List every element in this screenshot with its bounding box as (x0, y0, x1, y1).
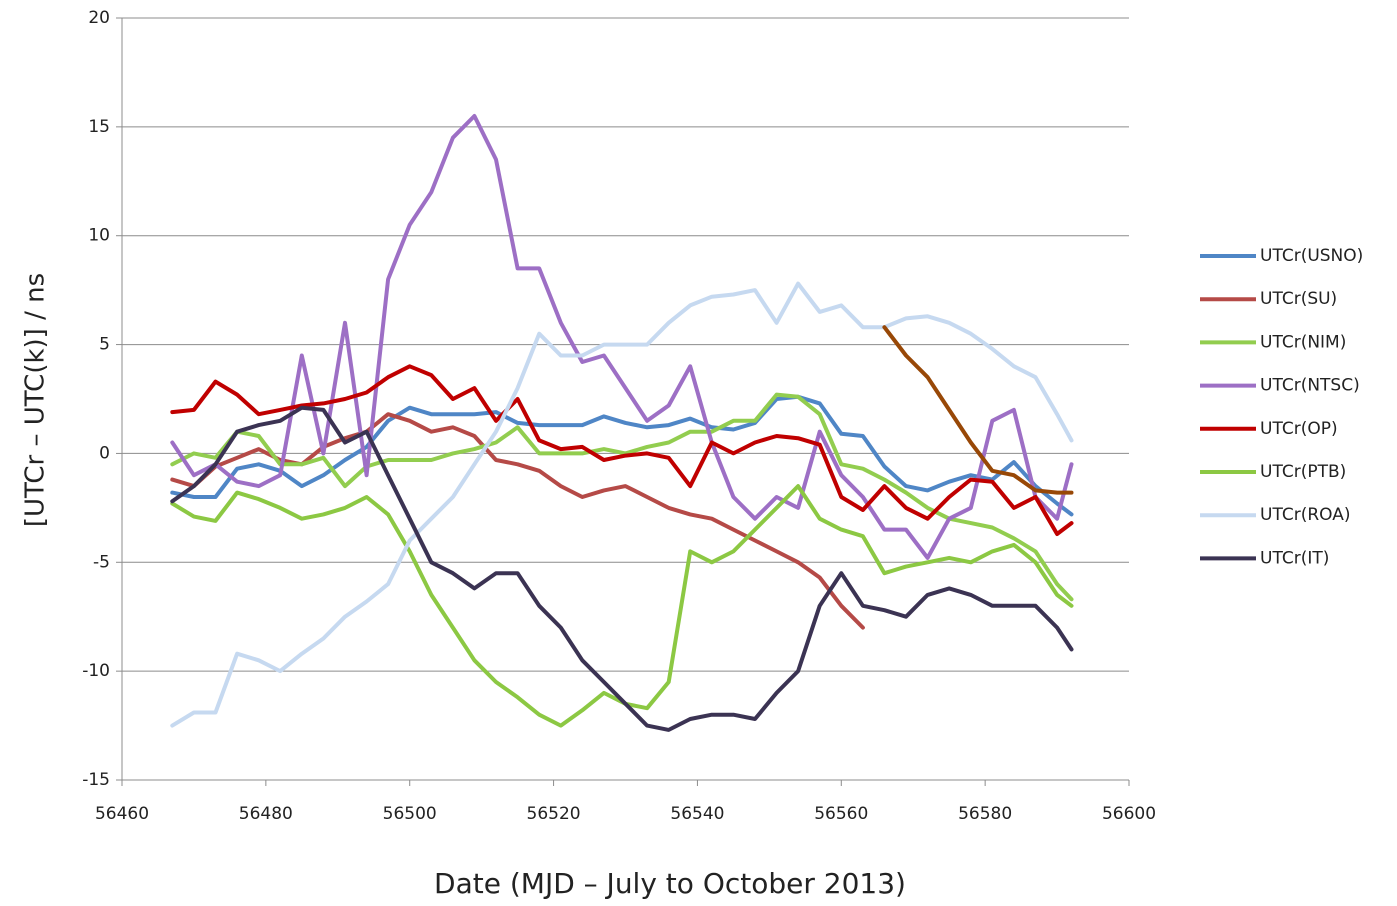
legend-label: UTCr(IT) (1260, 548, 1329, 568)
y-tick-label: 5 (99, 335, 110, 355)
series-line (170, 405, 1074, 732)
legend-label: UTCr(OP) (1260, 419, 1338, 439)
y-tick-label: -10 (82, 661, 110, 681)
legend-label: UTCr(SU) (1260, 289, 1337, 309)
y-tick-label: 20 (88, 8, 110, 28)
legend-label: UTCr(NIM) (1260, 332, 1346, 352)
legend-label: UTCr(NTSC) (1260, 376, 1360, 396)
series-line (882, 325, 1074, 495)
legend-label: UTCr(ROA) (1260, 505, 1350, 525)
x-tick-label: 56540 (670, 804, 724, 824)
y-axis-title: [UTCr – UTC(k)] / ns (21, 273, 51, 527)
x-tick-label: 56480 (239, 804, 293, 824)
series-line (170, 281, 1074, 728)
x-tick-label: 56580 (958, 804, 1012, 824)
x-tick-label: 56560 (814, 804, 868, 824)
legend-label: UTCr(USNO) (1260, 246, 1363, 266)
y-tick-label: 10 (88, 226, 110, 246)
legend-label: UTCr(PTB) (1260, 462, 1346, 482)
series-line (170, 392, 1074, 602)
y-tick-label: -15 (82, 770, 110, 790)
x-axis-title: Date (MJD – July to October 2013) (434, 867, 906, 900)
series-line (170, 364, 1074, 536)
x-tick-label: 56460 (95, 804, 149, 824)
x-tick-label: 56520 (527, 804, 581, 824)
series-line (170, 114, 1074, 560)
y-tick-label: -5 (93, 552, 110, 572)
series-line (170, 484, 1074, 728)
y-tick-label: 0 (99, 443, 110, 463)
x-tick-label: 56600 (1102, 804, 1156, 824)
series-line (170, 394, 1074, 517)
y-tick-label: 15 (88, 117, 110, 137)
x-tick-label: 56500 (383, 804, 437, 824)
series-line (170, 412, 865, 630)
